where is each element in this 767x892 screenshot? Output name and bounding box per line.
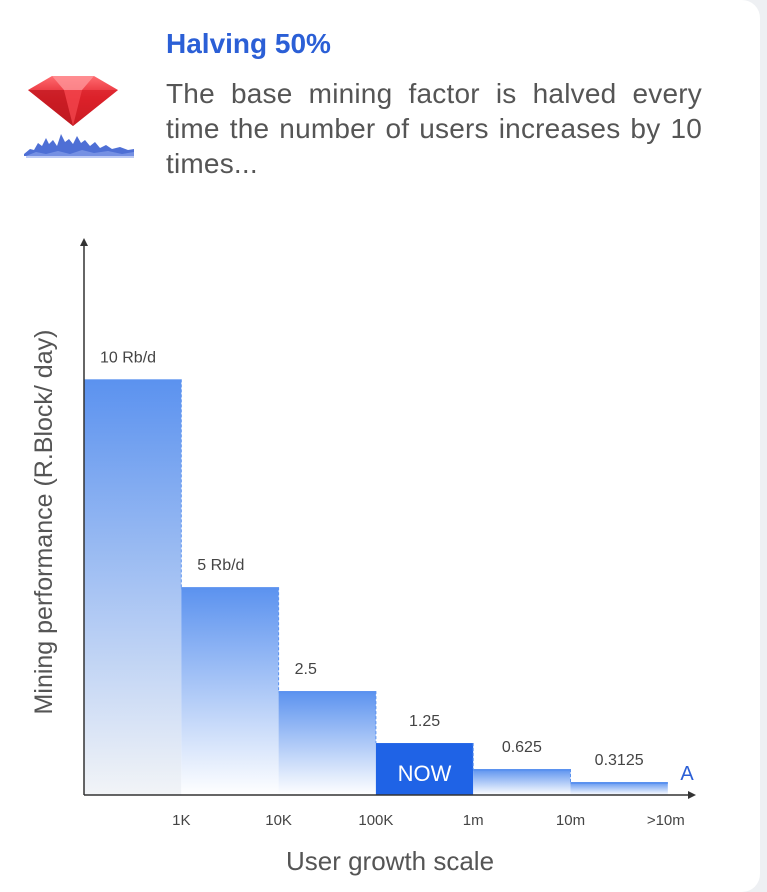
axes-layer	[80, 238, 696, 799]
x-tick-label: 1m	[463, 812, 484, 829]
x-axis-arrow-icon	[688, 791, 696, 799]
x-tick-label: 10m	[556, 812, 585, 829]
labels-layer: 10 Rb/d 1K 5 Rb/d 10K 2.5 100K 1.25 1m NOW 0.625 1…	[30, 330, 694, 876]
y-axis-arrow-icon	[80, 238, 88, 246]
mining-halving-chart: 10 Rb/d 1K 5 Rb/d 10K 2.5 100K 1.25 1m NOW 0.625 1…	[30, 238, 696, 876]
data-label: 1.25	[409, 713, 440, 730]
now-label: NOW	[398, 761, 452, 786]
x-axis-title: User growth scale	[286, 846, 494, 876]
data-label: 0.625	[502, 739, 542, 756]
data-label: 10 Rb/d	[100, 349, 156, 366]
y-axis-title: Mining performance (R.Block/ day)	[30, 330, 58, 715]
bar	[570, 782, 668, 795]
bar	[278, 691, 376, 795]
data-label: 2.5	[295, 661, 317, 678]
end-marker-label: A	[680, 763, 694, 785]
x-tick-label: 100K	[358, 812, 393, 829]
bar	[473, 769, 571, 795]
bars-layer	[84, 379, 668, 795]
bar	[84, 379, 182, 795]
data-label: 5 Rb/d	[197, 557, 244, 574]
x-tick-label: 1K	[172, 812, 190, 829]
now-bar	[375, 743, 474, 795]
header-description: The base mining factor is halved every t…	[166, 78, 702, 179]
ruby-logo-icon	[24, 76, 134, 158]
x-tick-label: >10m	[647, 812, 685, 829]
header-title: Halving 50%	[166, 28, 331, 59]
data-label: 0.3125	[595, 752, 644, 769]
bar	[181, 587, 279, 795]
x-tick-label: 10K	[265, 812, 292, 829]
